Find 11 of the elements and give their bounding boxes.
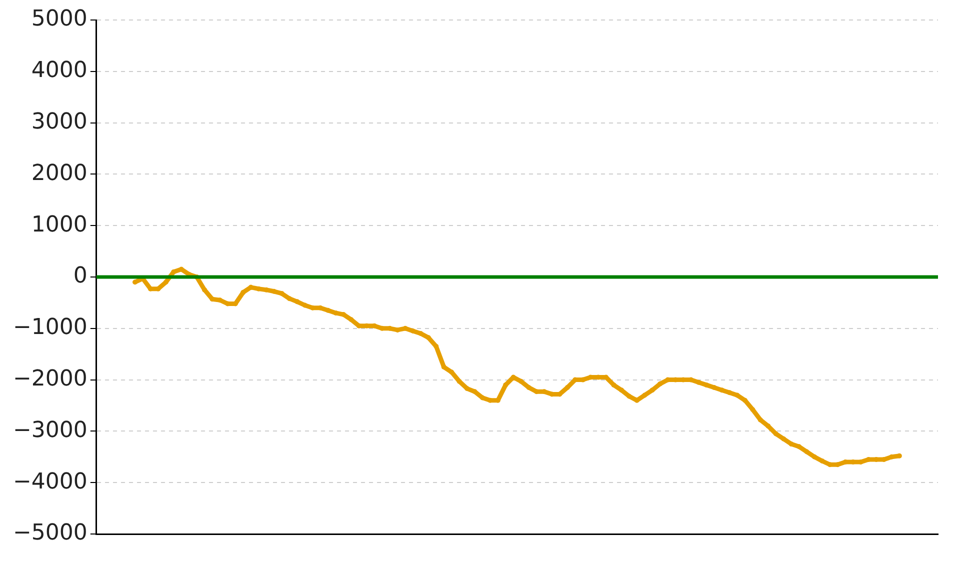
y-tick-label: 2000 [31, 160, 88, 186]
y-tick-label: 0 [73, 264, 88, 289]
y-tick-label: −4000 [13, 469, 88, 494]
y-tick-label: −1000 [13, 315, 88, 340]
y-tick-label: −2000 [13, 366, 88, 392]
y-tick-label: −5000 [13, 520, 88, 546]
y-tick-label: −3000 [13, 418, 88, 443]
y-tick-label: 1000 [31, 212, 88, 238]
y-tick-label: 3000 [31, 110, 88, 135]
y-tick-label: 5000 [31, 6, 88, 32]
y-tick-label: 4000 [31, 58, 88, 84]
